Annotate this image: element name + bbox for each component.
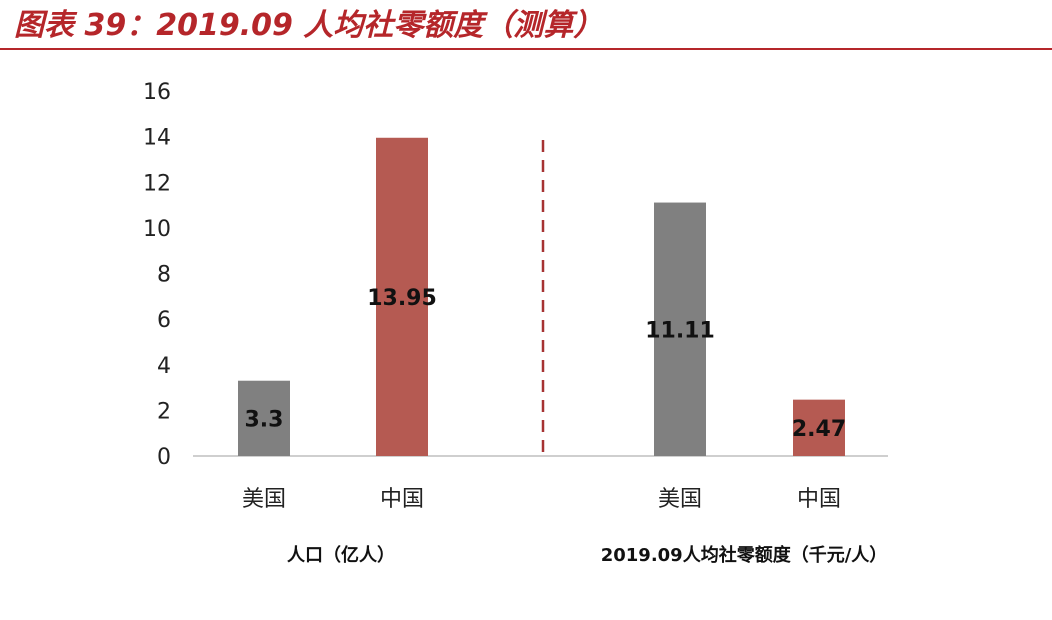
group-label: 人口（亿人） bbox=[287, 544, 395, 566]
data-label: 13.95 bbox=[367, 286, 437, 311]
data-label: 11.11 bbox=[645, 318, 715, 343]
data-label: 2.47 bbox=[792, 417, 846, 442]
bar-us bbox=[238, 380, 290, 456]
group-label: 2019.09人均社零额度（千元/人） bbox=[601, 544, 888, 566]
y-tick-label: 10 bbox=[143, 217, 171, 242]
page-title: 图表 39：2019.09 人均社零额度（测算） bbox=[14, 8, 604, 43]
category-label: 中国 bbox=[797, 487, 841, 512]
y-tick-label: 16 bbox=[143, 80, 171, 105]
data-label: 3.3 bbox=[245, 407, 284, 432]
y-tick-label: 4 bbox=[157, 354, 171, 379]
category-label: 美国 bbox=[658, 487, 702, 512]
y-tick-label: 0 bbox=[157, 445, 171, 470]
category-label: 中国 bbox=[380, 487, 424, 512]
y-tick-label: 12 bbox=[143, 171, 171, 196]
y-tick-label: 2 bbox=[157, 399, 171, 424]
y-tick-label: 8 bbox=[157, 263, 171, 288]
y-tick-label: 14 bbox=[143, 126, 171, 151]
bar-cn bbox=[376, 137, 428, 456]
y-tick-label: 6 bbox=[157, 308, 171, 333]
bar-cn bbox=[793, 399, 845, 456]
title-underline bbox=[0, 48, 1052, 50]
bar-us bbox=[654, 202, 706, 456]
category-label: 美国 bbox=[242, 487, 286, 512]
